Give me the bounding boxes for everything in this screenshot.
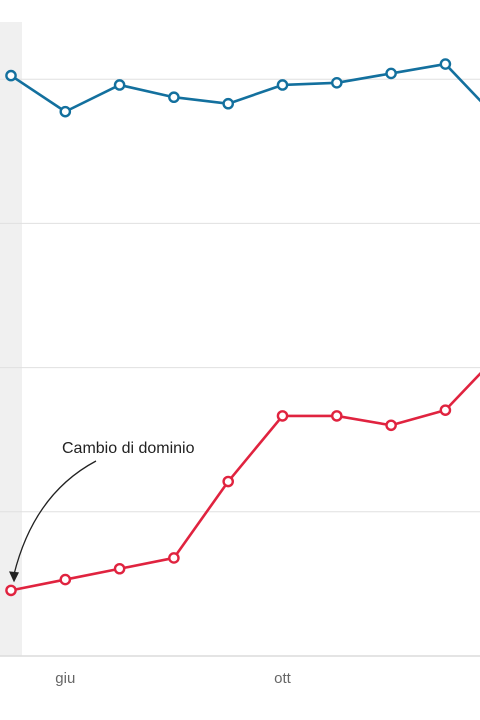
data-point bbox=[330, 410, 343, 422]
data-point bbox=[113, 79, 126, 91]
data-point bbox=[276, 410, 289, 422]
series-layer bbox=[5, 58, 480, 597]
data-point bbox=[5, 584, 17, 597]
data-point bbox=[168, 552, 180, 564]
annotation: Cambio di dominio bbox=[9, 440, 195, 583]
x-tick-label: giu bbox=[55, 670, 75, 687]
y-gridlines bbox=[0, 78, 480, 513]
data-point bbox=[330, 77, 343, 89]
data-point bbox=[385, 67, 397, 80]
data-point bbox=[59, 573, 72, 586]
data-point bbox=[222, 97, 234, 110]
data-point bbox=[439, 404, 452, 416]
x-tick-label: ott bbox=[274, 670, 292, 687]
data-point bbox=[59, 105, 72, 118]
annotation-arrow-line bbox=[13, 460, 97, 575]
series-line bbox=[9, 62, 480, 113]
annotation-text: Cambio di dominio bbox=[62, 440, 195, 457]
data-point bbox=[276, 79, 289, 91]
annotation-arrowhead bbox=[9, 571, 19, 583]
series-line bbox=[9, 371, 480, 592]
data-point bbox=[168, 91, 180, 104]
data-point bbox=[385, 419, 397, 432]
data-point bbox=[5, 69, 17, 82]
data-point bbox=[439, 58, 452, 70]
series-0 bbox=[5, 58, 480, 118]
data-point bbox=[113, 562, 126, 575]
highlight-band bbox=[0, 22, 22, 656]
series-1 bbox=[5, 371, 480, 597]
x-tick-labels: giu ott bbox=[55, 670, 291, 687]
data-point bbox=[222, 475, 234, 488]
